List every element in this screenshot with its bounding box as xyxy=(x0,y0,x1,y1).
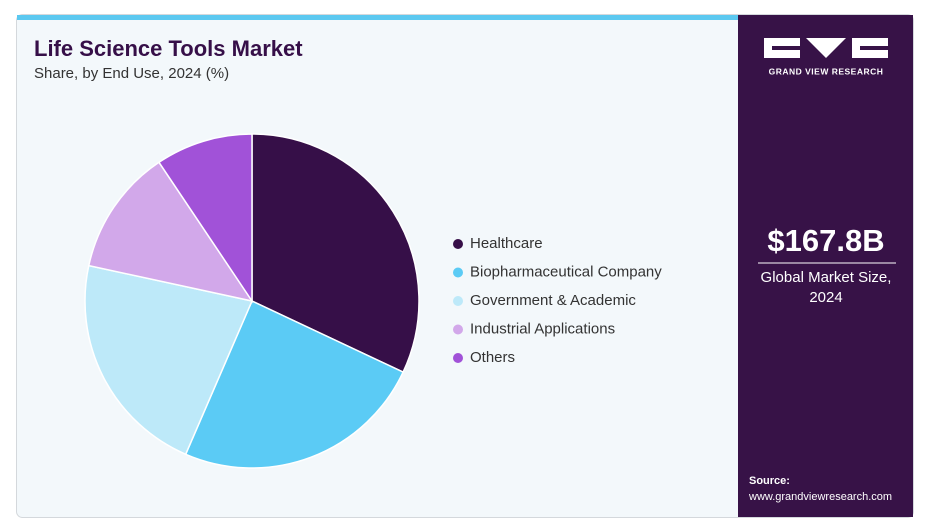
pie-slice xyxy=(87,161,254,303)
legend: Healthcare Biopharmaceutical Company Gover… xyxy=(453,235,662,366)
logo xyxy=(764,38,888,58)
source-label: Source: xyxy=(749,475,790,487)
legend-marker xyxy=(453,353,463,363)
top-strip xyxy=(17,15,738,20)
pie-slice xyxy=(84,264,254,456)
chart-subtitle: Share, by End Use, 2024 (%) xyxy=(34,65,229,82)
chart-title: Life Science Tools Market xyxy=(34,36,303,61)
pie-slice xyxy=(251,133,420,374)
market-value: $167.8B xyxy=(767,223,884,258)
legend-label: Biopharmaceutical Company xyxy=(470,263,662,280)
logo-cut xyxy=(772,46,800,50)
legend-label: Industrial Applications xyxy=(470,320,615,337)
market-label: Global Market Size, 2024 xyxy=(760,269,892,306)
legend-marker xyxy=(453,267,463,278)
logo-cut xyxy=(860,46,888,50)
legend-label: Government & Academic xyxy=(470,292,636,309)
legend-label: Healthcare xyxy=(470,235,543,252)
logo-block xyxy=(806,38,846,58)
source-url: www.grandviewresearch.com xyxy=(748,491,892,503)
brand: GRAND VIEW RESEARCH xyxy=(769,66,884,76)
legend-marker xyxy=(453,296,463,306)
pie-slice xyxy=(157,133,253,304)
legend-marker xyxy=(453,324,463,335)
side-panel xyxy=(738,15,913,517)
pie-slice xyxy=(184,299,405,469)
legend-marker xyxy=(453,239,463,249)
pie xyxy=(84,133,420,469)
legend-label: Others xyxy=(470,349,515,366)
